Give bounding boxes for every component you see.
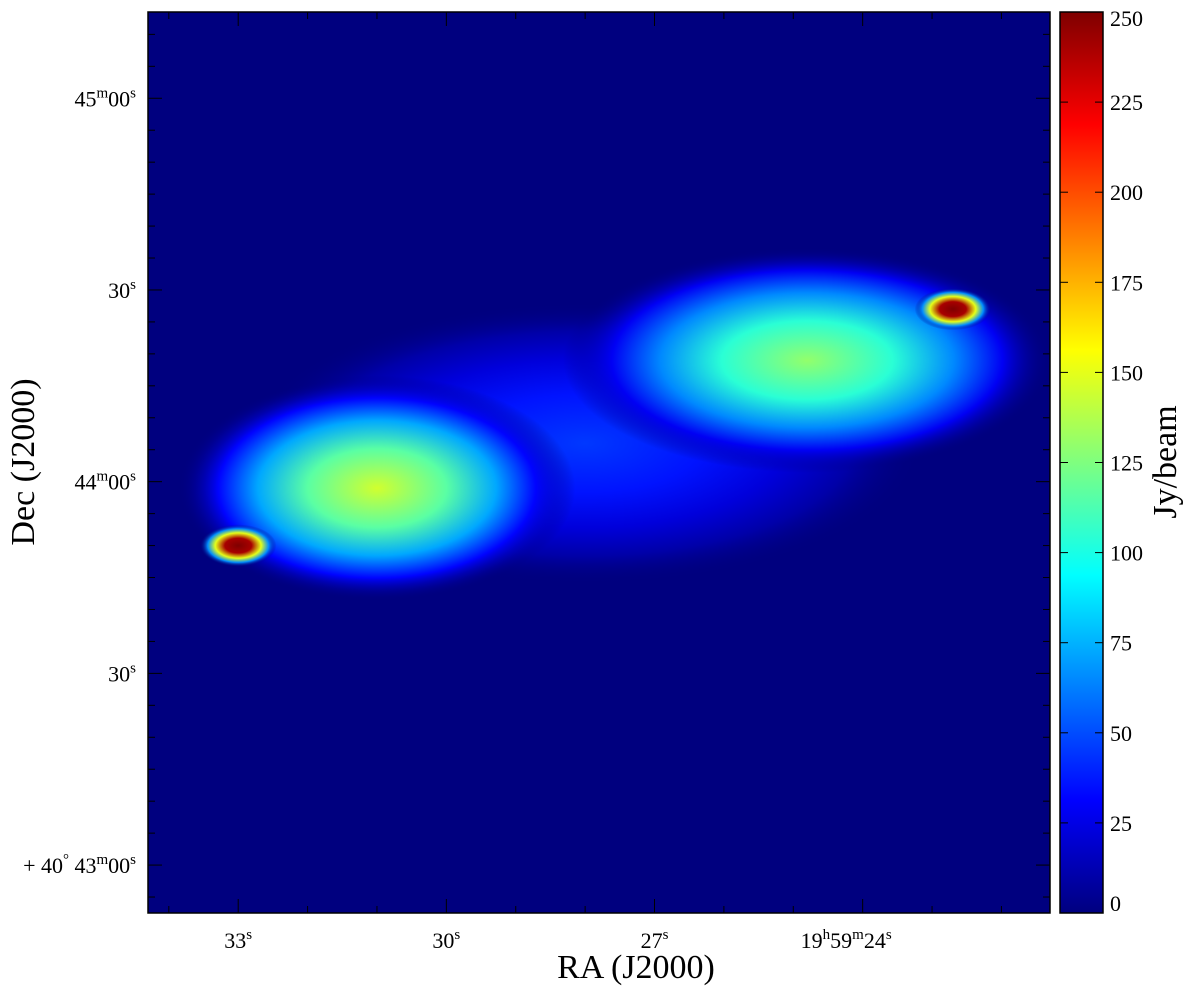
source-western-lobe <box>562 247 1050 473</box>
colorbar-ticks: 0 25 50 75 100 125 150 175 200 225 250 <box>1060 6 1143 916</box>
y-tick-labels: 45m00s 30s 44m00s 30s + 40° 43m00s <box>23 85 136 878</box>
emission-layer <box>178 247 1050 601</box>
y-tick-label: 45m00s <box>74 85 136 111</box>
y-tick-label: 30s <box>108 660 136 686</box>
colorbar-tick-label: 250 <box>1110 6 1143 31</box>
intensity-map <box>148 12 1050 913</box>
colorbar-tick-label: 100 <box>1110 541 1143 566</box>
colorbar-tick-label: 25 <box>1110 811 1132 836</box>
y-tick-label: 30s <box>108 277 136 303</box>
colorbar-tick-label: 0 <box>1110 891 1121 916</box>
map-ticks <box>148 12 1050 913</box>
colorbar-tick-label: 125 <box>1110 451 1143 476</box>
colorbar-tick-label: 225 <box>1110 90 1143 115</box>
source-western-hotspot <box>914 288 992 331</box>
colorbar-label: Jy/beam <box>1147 405 1184 518</box>
y-tick-label: + 40° 43m00s <box>23 852 136 878</box>
y-axis-title: Dec (J2000) <box>5 378 42 545</box>
x-tick-label: 33s <box>224 927 252 953</box>
source-eastern-hotspot <box>200 524 277 567</box>
x-tick-label: 19h59m24s <box>801 927 892 953</box>
x-tick-label: 30s <box>432 927 460 953</box>
map-frame <box>147 11 1051 914</box>
y-tick-label: 44m00s <box>74 469 136 495</box>
colorbar-tick-label: 50 <box>1110 721 1132 746</box>
source-eastern-lobe <box>178 375 576 601</box>
colorbar-tick-label: 75 <box>1110 631 1132 656</box>
x-tick-label: 27s <box>641 927 669 953</box>
colorbar-tick-label: 150 <box>1110 360 1143 385</box>
colorbar-tick-label: 200 <box>1110 180 1143 205</box>
colorbar-tick-label: 175 <box>1110 270 1143 295</box>
colorbar: 0 25 50 75 100 125 150 175 200 225 250 Jy/beam <box>1059 6 1184 916</box>
x-axis-title: RA (J2000) <box>557 949 715 986</box>
x-tick-labels: 33s 30s 27s 19h59m24s <box>224 927 892 953</box>
